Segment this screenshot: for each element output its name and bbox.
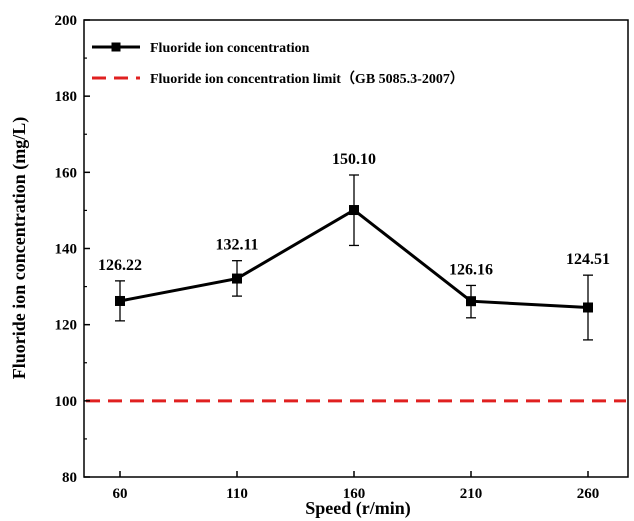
data-label: 150.10 bbox=[332, 151, 376, 168]
data-point bbox=[583, 302, 593, 313]
legend-series-label: Fluoride ion concentration bbox=[150, 41, 310, 56]
data-label: 126.22 bbox=[98, 257, 142, 274]
series-layer: 126.22 132.11 150.10 126.16 124.51 bbox=[98, 151, 610, 341]
x-tick-label: 160 bbox=[343, 486, 366, 502]
y-tick-label: 100 bbox=[55, 394, 78, 410]
x-tick-label: 60 bbox=[113, 486, 128, 502]
y-tick-label: 200 bbox=[55, 13, 78, 29]
data-label: 124.51 bbox=[566, 251, 610, 268]
legend: Fluoride ion concentration Fluoride ion … bbox=[92, 41, 464, 87]
data-point bbox=[232, 273, 242, 284]
x-tick-label: 260 bbox=[577, 486, 600, 502]
data-point bbox=[466, 296, 476, 307]
data-label: 126.16 bbox=[449, 261, 493, 278]
plot-area bbox=[83, 19, 629, 478]
axis-layer: 80 100 120 140 160 180 200 60 110 160 210 260 bbox=[55, 13, 600, 502]
y-tick-label: 160 bbox=[55, 165, 78, 181]
data-point bbox=[115, 295, 125, 306]
y-tick-label: 140 bbox=[55, 242, 78, 258]
x-tick-label: 210 bbox=[460, 486, 483, 502]
plot-frame bbox=[83, 19, 629, 478]
x-tick-label: 110 bbox=[226, 486, 248, 502]
y-tick-label: 180 bbox=[55, 89, 78, 105]
y-axis-title: Fluoride ion concentration (mg/L) bbox=[9, 117, 30, 379]
x-axis-title: Speed (r/min) bbox=[305, 498, 411, 519]
y-tick-label: 120 bbox=[55, 318, 78, 334]
legend-limit-label: Fluoride ion concentration limit（GB 5085… bbox=[150, 71, 464, 87]
y-tick-label: 80 bbox=[62, 470, 77, 486]
legend-series-marker bbox=[111, 42, 121, 52]
data-point bbox=[349, 205, 359, 216]
data-label: 132.11 bbox=[215, 237, 258, 254]
